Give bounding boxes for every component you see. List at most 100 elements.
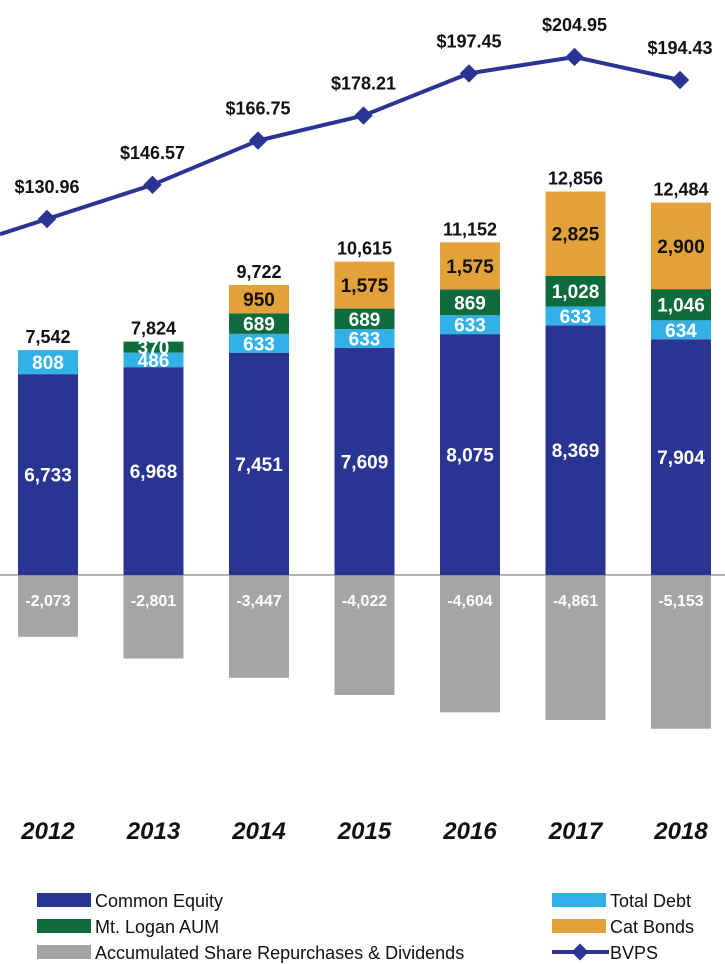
segment-labels: 6,733808-2,0736,968486370-2,8017,4516336… (24, 225, 705, 610)
legend-label-total-debt: Total Debt (610, 891, 691, 911)
label-common-equity-2013: 6,968 (130, 462, 178, 483)
bar-mt-logan-aum-2018 (651, 289, 711, 321)
bar-total-debt-2016 (440, 315, 500, 335)
legend-label-cat-bonds: Cat Bonds (610, 917, 694, 937)
bvps-line-group: $130.96 $146.57 $166.75 $178.21 $197.45 $204.… (0, 15, 713, 237)
legend-label-common-equity: Common Equity (95, 891, 223, 911)
bvps-marker-2012 (37, 209, 57, 229)
positive-bars (18, 191, 711, 575)
bar-accumulated-share-repurchases-dividends-2013 (123, 575, 184, 659)
bvps-label-2018: $194.43 (647, 38, 712, 58)
bar-total-debt-2018 (651, 320, 711, 340)
legend-swatch-common-equity (37, 893, 91, 907)
label-mt-logan-aum-2018: 1,046 (657, 296, 705, 317)
legend-label-accumulated-share-repurchases-dividends: Accumulated Share Repurchases & Dividend… (95, 943, 464, 963)
legend-label-mt-logan-aum: Mt. Logan AUM (95, 917, 219, 937)
legend-swatch-total-debt (552, 893, 606, 907)
bvps-label-2017: $204.95 (542, 15, 607, 35)
year-label-2015: 2015 (337, 818, 392, 845)
legend: Common Equity Total Debt Mt. Logan AUM Cat … (37, 891, 694, 963)
label-total-debt-2017: 633 (560, 307, 592, 328)
bar-cat-bonds-2015 (334, 261, 395, 309)
bar-cat-bonds-2016 (440, 242, 500, 290)
legend-label-bvps: BVPS (610, 943, 658, 963)
legend-swatch-cat-bonds (552, 919, 606, 933)
bar-total-debt-2015 (334, 329, 395, 349)
year-label-2012: 2012 (20, 818, 75, 845)
bvps-label-2013: $146.57 (120, 143, 185, 163)
label-common-equity-2014: 7,451 (235, 455, 283, 476)
label-mt-logan-aum-2013: 370 (138, 338, 170, 359)
bar-common-equity-2016 (440, 334, 500, 575)
bar-accumulated-share-repurchases-dividends-2012 (18, 575, 78, 637)
label-accumulated-share-repurchases-dividends-2016: -4,604 (447, 593, 492, 610)
label-total-debt-2016: 633 (454, 316, 486, 337)
bar-total-debt-2017 (545, 306, 606, 326)
bar-accumulated-share-repurchases-dividends-2017 (545, 575, 606, 721)
label-accumulated-share-repurchases-dividends-2012: -2,073 (25, 593, 70, 610)
label-cat-bonds-2017: 2,825 (552, 225, 600, 246)
bar-cat-bonds-2014 (229, 284, 289, 314)
bar-accumulated-share-repurchases-dividends-2015 (334, 575, 395, 695)
label-total-debt-2012: 808 (32, 353, 64, 374)
bvps-marker-2013 (143, 175, 162, 195)
bvps-line (0, 54, 681, 237)
bvps-marker-2018 (670, 70, 690, 90)
label-common-equity-2016: 8,075 (446, 446, 494, 467)
bar-mt-logan-aum-2015 (334, 308, 395, 330)
total-label-2018: 12,484 (653, 180, 708, 200)
bar-common-equity-2017 (545, 325, 606, 575)
bar-accumulated-share-repurchases-dividends-2016 (440, 575, 500, 713)
label-mt-logan-aum-2017: 1,028 (552, 282, 600, 303)
label-accumulated-share-repurchases-dividends-2017: -4,861 (553, 593, 598, 610)
bvps-label-2014: $166.75 (225, 99, 290, 119)
bar-mt-logan-aum-2016 (440, 289, 500, 316)
bar-common-equity-2014 (229, 352, 289, 575)
label-accumulated-share-repurchases-dividends-2013: -2,801 (131, 593, 176, 610)
label-common-equity-2017: 8,369 (552, 441, 600, 462)
year-label-2014: 2014 (231, 818, 285, 845)
year-label-2017: 2017 (548, 818, 604, 845)
label-common-equity-2015: 7,609 (341, 453, 389, 474)
label-accumulated-share-repurchases-dividends-2015: -4,022 (342, 593, 387, 610)
bvps-marker-2016 (459, 64, 479, 83)
label-common-equity-2012: 6,733 (24, 466, 72, 487)
year-label-2018: 2018 (653, 818, 708, 845)
bvps-label-2015: $178.21 (331, 74, 396, 94)
label-total-debt-2018: 634 (665, 321, 697, 342)
bar-accumulated-share-repurchases-dividends-2018 (651, 575, 711, 729)
bar-common-equity-2018 (651, 339, 711, 575)
bar-cat-bonds-2017 (545, 191, 606, 276)
label-common-equity-2018: 7,904 (657, 448, 705, 469)
legend-swatch-mt-logan-aum (37, 919, 91, 933)
negative-bars (18, 575, 711, 729)
total-label-2016: 11,152 (443, 219, 497, 239)
total-labels: 7,542 7,824 9,722 10,615 11,152 12,856 12,484 (25, 169, 708, 348)
bar-mt-logan-aum-2014 (229, 313, 289, 334)
bar-common-equity-2013 (123, 367, 184, 575)
year-label-2016: 2016 (442, 818, 497, 845)
bar-total-debt-2014 (229, 333, 289, 353)
bar-cat-bonds-2018 (651, 202, 711, 290)
bar-common-equity-2012 (18, 374, 78, 575)
bar-total-debt-2013 (123, 352, 184, 368)
label-accumulated-share-repurchases-dividends-2018: -5,153 (658, 593, 703, 610)
total-label-2012: 7,542 (25, 327, 70, 347)
bvps-marker-2017 (565, 47, 584, 67)
label-cat-bonds-2014: 950 (243, 290, 275, 311)
total-label-2017: 12,856 (548, 169, 603, 189)
label-mt-logan-aum-2015: 689 (349, 310, 381, 331)
legend-marker-bvps (571, 943, 589, 961)
year-label-2013: 2013 (126, 818, 181, 845)
bvps-label-2012: $130.96 (14, 177, 79, 197)
total-label-2013: 7,824 (131, 319, 176, 339)
label-total-debt-2013: 486 (138, 351, 170, 372)
label-mt-logan-aum-2014: 689 (243, 315, 275, 336)
label-total-debt-2015: 633 (349, 330, 381, 351)
bar-total-debt-2012 (18, 350, 78, 375)
bar-common-equity-2015 (334, 348, 395, 575)
label-mt-logan-aum-2016: 869 (454, 293, 486, 314)
total-label-2014: 9,722 (236, 262, 281, 282)
label-cat-bonds-2018: 2,900 (657, 237, 705, 258)
